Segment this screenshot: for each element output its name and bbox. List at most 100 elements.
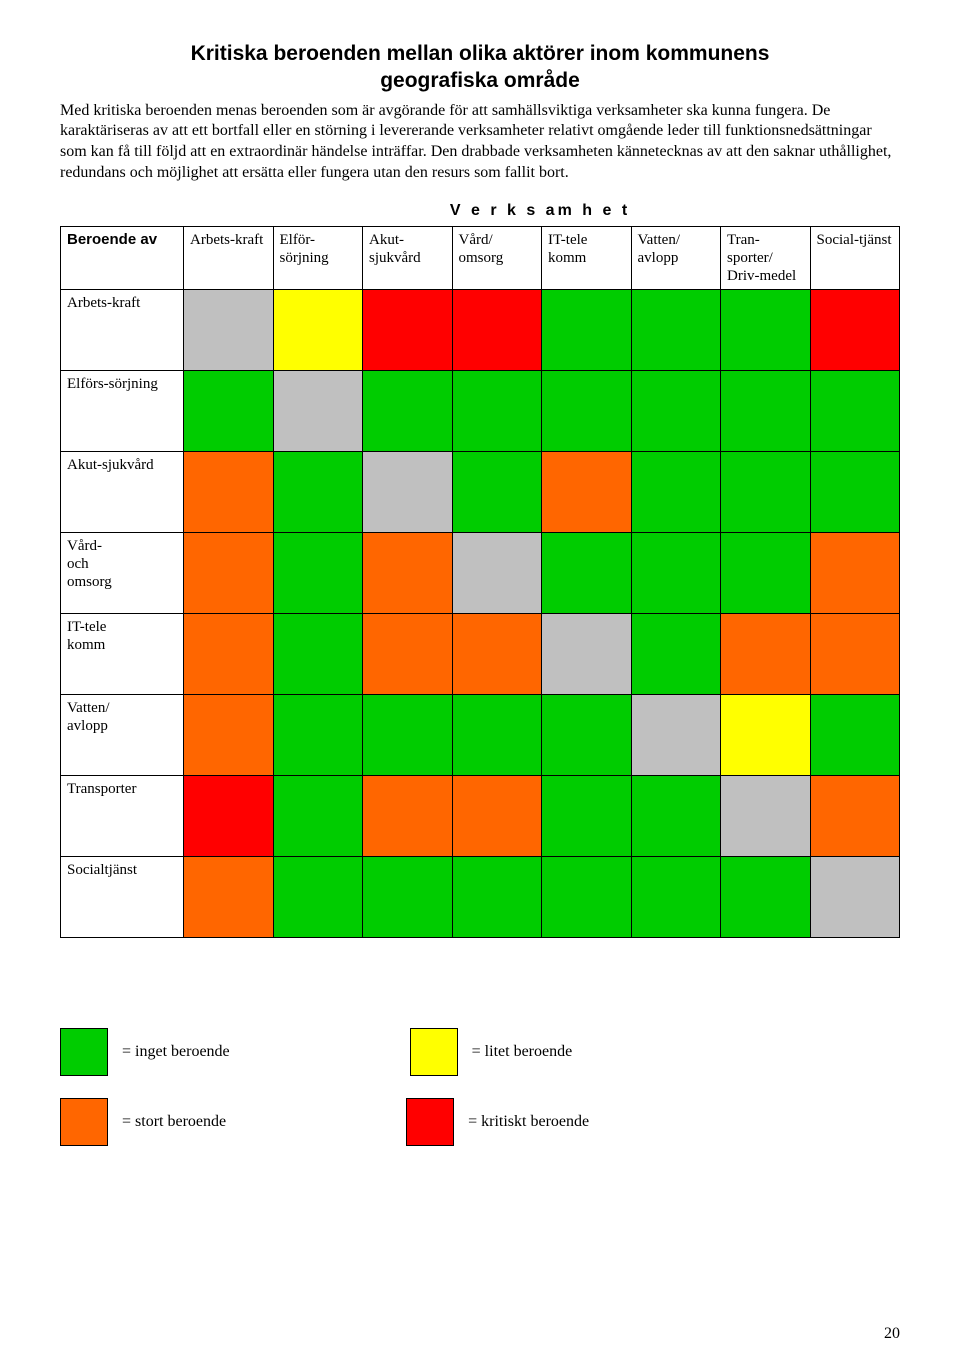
matrix-cell: [542, 451, 632, 532]
row-header: Transporter: [61, 775, 184, 856]
matrix-cell: [452, 856, 542, 937]
matrix-cell: [452, 370, 542, 451]
column-header: IT-telekomm: [542, 226, 632, 289]
matrix-cell: [721, 694, 811, 775]
matrix-cell: [810, 289, 900, 370]
matrix-cell: [721, 856, 811, 937]
title-line-2: geografiska område: [380, 69, 580, 92]
matrix-cell: [452, 289, 542, 370]
matrix-cell: [363, 451, 453, 532]
matrix-cell: [184, 289, 274, 370]
page-title: Kritiska beroenden mellan olika aktörer …: [60, 40, 900, 95]
matrix-cell: [810, 451, 900, 532]
matrix-cell: [631, 856, 721, 937]
matrix-cell: [631, 694, 721, 775]
matrix-cell: [631, 775, 721, 856]
matrix-cell: [631, 451, 721, 532]
matrix-cell: [184, 694, 274, 775]
matrix-cell: [273, 856, 363, 937]
legend-swatch: [60, 1028, 108, 1076]
row-axis-label: Beroende av: [67, 231, 157, 248]
legend-item: = stort beroende: [60, 1098, 226, 1146]
page-number: 20: [884, 1325, 900, 1343]
legend-item: = litet beroende: [410, 1028, 573, 1076]
row-header: Socialtjänst: [61, 856, 184, 937]
matrix-cell: [721, 775, 811, 856]
matrix-cell: [452, 613, 542, 694]
matrix-cell: [810, 370, 900, 451]
legend-item: = kritiskt beroende: [406, 1098, 589, 1146]
matrix-cell: [363, 370, 453, 451]
matrix-cell: [721, 532, 811, 613]
matrix-cell: [363, 694, 453, 775]
matrix-cell: [184, 451, 274, 532]
matrix-cell: [810, 775, 900, 856]
legend-label: = inget beroende: [122, 1043, 230, 1061]
matrix-cell: [631, 370, 721, 451]
row-header: Vatten/avlopp: [61, 694, 184, 775]
matrix-cell: [721, 613, 811, 694]
matrix-cell: [631, 613, 721, 694]
matrix-cell: [721, 370, 811, 451]
matrix-cell: [452, 532, 542, 613]
column-header: Vård/omsorg: [452, 226, 542, 289]
matrix-cell: [542, 370, 632, 451]
matrix-cell: [721, 451, 811, 532]
matrix-cell: [184, 370, 274, 451]
legend: = inget beroende = litet beroende = stort …: [60, 1028, 900, 1146]
legend-item: = inget beroende: [60, 1028, 230, 1076]
matrix-cell: [452, 451, 542, 532]
matrix-cell: [542, 613, 632, 694]
legend-swatch: [406, 1098, 454, 1146]
matrix-cell: [542, 289, 632, 370]
matrix-cell: [184, 856, 274, 937]
legend-swatch: [410, 1028, 458, 1076]
column-header: Elför-sörjning: [273, 226, 363, 289]
matrix-cell: [810, 694, 900, 775]
matrix-cell: [184, 532, 274, 613]
legend-swatch: [60, 1098, 108, 1146]
column-header: Tran-sporter/Driv-medel: [721, 226, 811, 289]
matrix-cell: [184, 775, 274, 856]
matrix-cell: [810, 613, 900, 694]
matrix-cell: [363, 532, 453, 613]
matrix-cell: [542, 775, 632, 856]
matrix-cell: [721, 289, 811, 370]
matrix-cell: [273, 451, 363, 532]
matrix-cell: [452, 694, 542, 775]
intro-paragraph: Med kritiska beroenden menas beroenden s…: [60, 101, 900, 184]
matrix-cell: [273, 775, 363, 856]
row-header: IT-telekomm: [61, 613, 184, 694]
matrix-cell: [273, 613, 363, 694]
row-header: Elförs-sörjning: [61, 370, 184, 451]
column-header: Social-tjänst: [810, 226, 900, 289]
dependency-matrix: Beroende avArbets-kraftElför-sörjningAku…: [60, 226, 900, 938]
legend-label: = kritiskt beroende: [468, 1113, 589, 1131]
row-header: Akut-sjukvård: [61, 451, 184, 532]
matrix-cell: [363, 289, 453, 370]
matrix-cell: [363, 775, 453, 856]
matrix-cell: [542, 856, 632, 937]
matrix-cell: [363, 613, 453, 694]
title-line-1: Kritiska beroenden mellan olika aktörer …: [191, 42, 770, 65]
matrix-cell: [631, 532, 721, 613]
matrix-cell: [363, 856, 453, 937]
legend-label: = litet beroende: [472, 1043, 573, 1061]
column-axis-label: V e r k s am h e t: [60, 202, 900, 220]
legend-label: = stort beroende: [122, 1113, 226, 1131]
column-header: Akut-sjukvård: [363, 226, 453, 289]
column-header: Vatten/avlopp: [631, 226, 721, 289]
matrix-cell: [631, 289, 721, 370]
column-header: Arbets-kraft: [184, 226, 274, 289]
matrix-cell: [273, 370, 363, 451]
matrix-cell: [273, 289, 363, 370]
matrix-cell: [184, 613, 274, 694]
matrix-cell: [273, 532, 363, 613]
matrix-cell: [542, 532, 632, 613]
matrix-cell: [542, 694, 632, 775]
row-header: Arbets-kraft: [61, 289, 184, 370]
matrix-cell: [452, 775, 542, 856]
matrix-cell: [810, 856, 900, 937]
row-header: Vård-ochomsorg: [61, 532, 184, 613]
matrix-cell: [810, 532, 900, 613]
